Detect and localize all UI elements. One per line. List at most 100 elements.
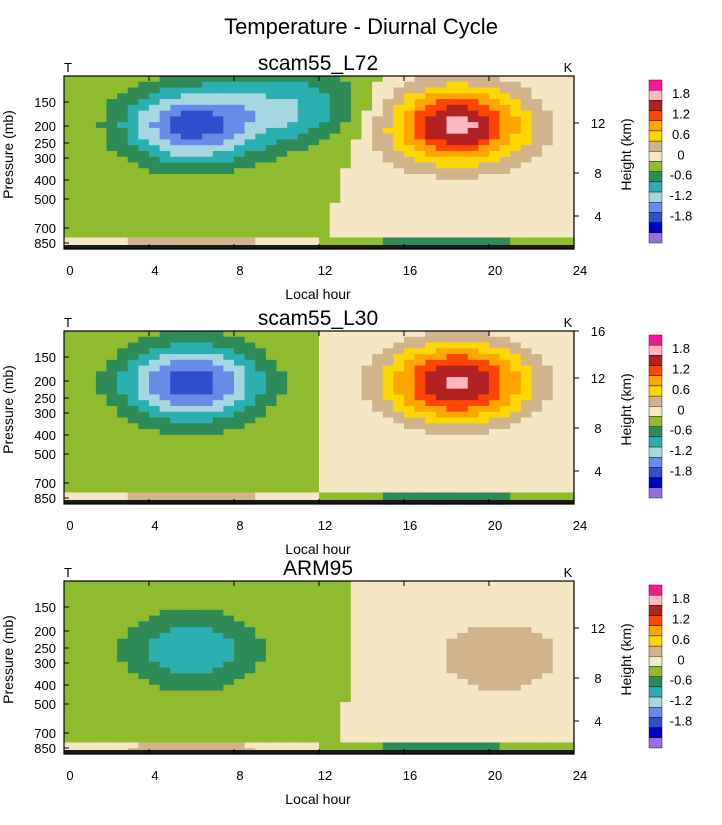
contour-cell [127,609,139,617]
contour-cell [308,371,320,378]
contour-cell [372,667,384,674]
contour-cell [499,331,511,338]
contour-cell [234,480,246,488]
contour-cell [520,592,533,599]
colorbar-swatch [648,385,663,397]
contour-cell [457,225,469,233]
contour-cell [138,76,150,83]
contour-cell [478,713,490,720]
contour-cell [191,127,203,135]
contour-cell [542,197,554,204]
contour-cell [520,429,533,436]
contour-cell [542,93,554,100]
contour-cell [382,191,394,198]
contour-cell [117,725,129,732]
contour-cell [255,719,267,726]
contour-cell [319,156,331,164]
contour-cell [393,411,405,419]
contour-cell [234,110,246,117]
contour-cell [159,592,171,599]
contour-cell [542,220,554,227]
contour-cell [127,667,139,674]
contour-cell [244,742,256,749]
contour-cell [457,93,469,100]
contour-cell [180,713,193,720]
contour-cell [170,225,182,233]
contour-cell [117,145,129,152]
contour-cell [234,400,246,407]
contour-cell [180,191,193,198]
contour-cell [265,191,278,198]
contour-cell [308,667,320,674]
contour-cell [478,405,490,413]
contour-cell [170,179,182,187]
contour-cell [95,377,108,384]
contour-cell [106,627,118,634]
contour-cell [85,621,97,628]
contour-cell [212,638,224,646]
contour-cell [361,604,373,611]
contour-cell [340,99,352,106]
contour-cell [319,492,331,499]
corner-label-left: T [64,565,72,580]
contour-cell [372,434,384,442]
contour-cell [180,621,193,628]
contour-cell [180,457,193,465]
contour-cell [170,202,182,210]
contour-cell [308,598,320,605]
contour-cell [149,76,161,83]
contour-cell [382,110,394,117]
contour-cell [531,93,543,100]
contour-cell [467,486,479,494]
contour-cell [520,331,533,338]
contour-cell [435,621,448,628]
contour-cell [542,377,554,384]
contour-cell [478,202,490,210]
contour-cell [510,667,522,674]
contour-cell [404,713,416,720]
contour-cell [287,469,299,476]
contour-cell [404,673,416,680]
contour-cell [382,104,394,112]
contour-cell [446,486,458,494]
contour-cell [467,661,479,669]
contour-cell [297,690,309,697]
contour-cell [552,475,564,482]
contour-cell [149,81,161,89]
contour-cell [85,76,97,83]
x-tick-label: 8 [236,768,243,783]
contour-cell [276,632,288,640]
contour-cell [138,382,150,390]
contour-cell [510,650,522,657]
contour-cell [159,673,171,680]
contour-cell [127,354,139,361]
contour-cell [404,469,416,476]
contour-cell [276,394,288,401]
contour-cell [340,621,352,628]
contour-cell [393,621,405,628]
contour-cell [563,429,575,436]
contour-cell [191,162,203,169]
contour-cell [489,87,501,94]
contour-cell [510,93,522,100]
contour-cell [287,486,299,494]
contour-cell [340,104,352,112]
contour-cell [159,150,171,158]
contour-cell [276,679,288,686]
contour-cell [340,150,352,158]
contour-cell [425,661,437,669]
contour-cell [499,655,511,663]
contour-cell [149,719,161,726]
panel-title: scam55_L30 [258,307,378,330]
contour-cell [489,150,501,158]
contour-cell [244,354,256,361]
contour-cell [382,684,394,692]
contour-cell [64,208,76,215]
contour-cell [287,673,299,680]
contour-cell [127,214,139,221]
contour-cell [106,156,118,164]
contour-cell [85,650,97,657]
contour-cell [85,627,97,634]
contour-cell [350,690,363,697]
contour-cell [202,696,214,703]
